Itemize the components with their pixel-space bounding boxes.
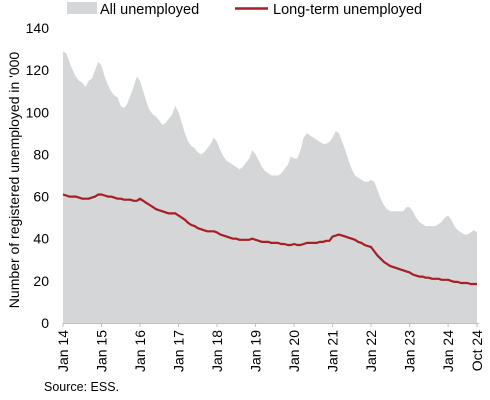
y-tick-label: 60 (33, 189, 49, 205)
legend-label-long-term-unemployed: Long-term unemployed (273, 2, 422, 18)
y-tick-label: 40 (33, 231, 49, 247)
x-tick-label: Jan 16 (132, 330, 148, 372)
series-area-all-unemployed (63, 51, 477, 323)
x-tick-label: Jan 20 (286, 330, 302, 372)
source-note: Source: ESS. (44, 380, 120, 394)
y-tick-label: 80 (33, 146, 49, 162)
x-tick-label: Jan 14 (55, 330, 71, 372)
x-tick-label: Jan 22 (363, 330, 379, 372)
x-tick-label: Jan 17 (171, 330, 187, 372)
x-ticks: Jan 14 Jan 15 Jan 16 Jan 17 Jan 18 Jan 19 Jan … (55, 323, 485, 372)
x-tick-label: Jan 23 (402, 330, 418, 372)
x-tick-label: Oct 24 (469, 330, 485, 371)
x-tick-label: Jan 24 (440, 330, 456, 372)
y-tick-label: 20 (33, 273, 49, 289)
x-tick-label: Jan 15 (94, 330, 110, 372)
x-tick-label: Jan 18 (209, 330, 225, 372)
legend: All unemployed Long-term unemployed (67, 2, 422, 18)
y-ticks: 0 20 40 60 80 100 120 140 (26, 20, 50, 331)
y-tick-label: 120 (26, 62, 50, 78)
x-tick-label: Jan 21 (325, 330, 341, 372)
y-tick-label: 140 (26, 20, 50, 36)
series-line-long-term-unemployed (62, 193, 477, 286)
legend-label-all-unemployed: All unemployed (100, 2, 199, 18)
y-tick-label: 0 (41, 315, 49, 331)
legend-swatch-all-unemployed (67, 2, 97, 14)
y-tick-label: 100 (26, 104, 50, 120)
series-layer (62, 51, 477, 323)
chart: All unemployed Long-term unemployed 0 20 4… (6, 2, 485, 372)
y-axis-title: Number of registered unemployed in '000 (6, 52, 22, 309)
x-tick-label: Jan 19 (248, 330, 264, 372)
